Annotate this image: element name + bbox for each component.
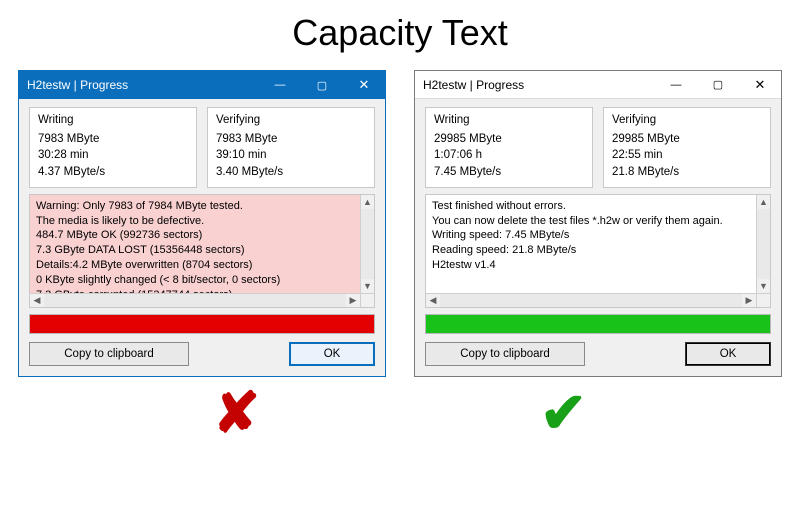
pass-mark-icon: ✔ (540, 385, 587, 441)
verifying-size: 29985 MByte (612, 131, 762, 148)
minimize-icon[interactable] (259, 71, 301, 99)
copy-to-clipboard-button[interactable]: Copy to clipboard (29, 342, 189, 366)
scroll-up-icon[interactable]: ▲ (361, 195, 374, 209)
vertical-scrollbar[interactable]: ▲ ▼ (756, 195, 770, 293)
page-title: Capacity Text (0, 12, 800, 54)
log-line: The media is likely to be defective. (36, 214, 356, 229)
scroll-up-icon[interactable]: ▲ (757, 195, 770, 209)
titlebar[interactable]: H2testw | Progress (415, 71, 781, 99)
writing-size: 29985 MByte (434, 131, 584, 148)
log-line: 484.7 MByte OK (992736 sectors) (36, 228, 356, 243)
log-line: 0 KByte slightly changed (< 8 bit/sector… (36, 273, 356, 288)
maximize-icon[interactable] (301, 71, 343, 99)
window-title: H2testw | Progress (27, 78, 259, 92)
result-log[interactable]: Test finished without errors. You can no… (425, 194, 771, 308)
writing-header: Writing (38, 112, 188, 129)
ok-button[interactable]: OK (289, 342, 375, 366)
writing-header: Writing (434, 112, 584, 129)
scroll-corner (360, 293, 374, 307)
scroll-right-icon[interactable]: ▶ (742, 294, 756, 307)
horizontal-scrollbar[interactable]: ◀ ▶ (426, 293, 756, 307)
log-line: Writing speed: 7.45 MByte/s (432, 228, 752, 243)
verifying-speed: 3.40 MByte/s (216, 164, 366, 181)
minimize-icon[interactable] (655, 71, 697, 99)
log-line: 7.3 GByte DATA LOST (15356448 sectors) (36, 243, 356, 258)
writing-time: 1:07:06 h (434, 147, 584, 164)
scroll-down-icon[interactable]: ▼ (757, 279, 770, 293)
verifying-speed: 21.8 MByte/s (612, 164, 762, 181)
writing-size: 7983 MByte (38, 131, 188, 148)
stats-panel: Writing 7983 MByte 30:28 min 4.37 MByte/… (29, 107, 375, 188)
log-line: Reading speed: 21.8 MByte/s (432, 243, 752, 258)
log-line: Details:4.2 MByte overwritten (8704 sect… (36, 258, 356, 273)
log-line: H2testw v1.4 (432, 258, 752, 273)
fail-mark-icon: ✘ (213, 385, 260, 441)
titlebar[interactable]: H2testw | Progress (19, 71, 385, 99)
progress-bar (425, 314, 771, 334)
scroll-left-icon[interactable]: ◀ (30, 294, 44, 307)
horizontal-scrollbar[interactable]: ◀ ▶ (30, 293, 360, 307)
writing-speed: 4.37 MByte/s (38, 164, 188, 181)
verifying-time: 39:10 min (216, 147, 366, 164)
stats-panel: Writing 29985 MByte 1:07:06 h 7.45 MByte… (425, 107, 771, 188)
verifying-stats: Verifying 7983 MByte 39:10 min 3.40 MByt… (207, 107, 375, 188)
verifying-stats: Verifying 29985 MByte 22:55 min 21.8 MBy… (603, 107, 771, 188)
writing-speed: 7.45 MByte/s (434, 164, 584, 181)
progress-bar (29, 314, 375, 334)
log-line: Test finished without errors. (432, 199, 752, 214)
writing-stats: Writing 7983 MByte 30:28 min 4.37 MByte/… (29, 107, 197, 188)
writing-stats: Writing 29985 MByte 1:07:06 h 7.45 MByte… (425, 107, 593, 188)
scroll-down-icon[interactable]: ▼ (361, 279, 374, 293)
close-icon[interactable] (343, 71, 385, 99)
close-icon[interactable] (739, 71, 781, 99)
ok-button[interactable]: OK (685, 342, 771, 366)
window-title: H2testw | Progress (423, 78, 655, 92)
vertical-scrollbar[interactable]: ▲ ▼ (360, 195, 374, 293)
h2testw-window-fail: H2testw | Progress Writing 7983 MByte 30… (18, 70, 386, 377)
maximize-icon[interactable] (697, 71, 739, 99)
verifying-header: Verifying (216, 112, 366, 129)
h2testw-window-ok: H2testw | Progress Writing 29985 MByte 1… (414, 70, 782, 377)
verifying-time: 22:55 min (612, 147, 762, 164)
progress-fill (426, 315, 770, 333)
writing-time: 30:28 min (38, 147, 188, 164)
result-log[interactable]: Warning: Only 7983 of 7984 MByte tested.… (29, 194, 375, 308)
copy-to-clipboard-button[interactable]: Copy to clipboard (425, 342, 585, 366)
verifying-size: 7983 MByte (216, 131, 366, 148)
progress-fill (30, 315, 374, 333)
scroll-corner (756, 293, 770, 307)
log-line: Warning: Only 7983 of 7984 MByte tested. (36, 199, 356, 214)
scroll-right-icon[interactable]: ▶ (346, 294, 360, 307)
scroll-left-icon[interactable]: ◀ (426, 294, 440, 307)
log-line: You can now delete the test files *.h2w … (432, 214, 752, 229)
verifying-header: Verifying (612, 112, 762, 129)
